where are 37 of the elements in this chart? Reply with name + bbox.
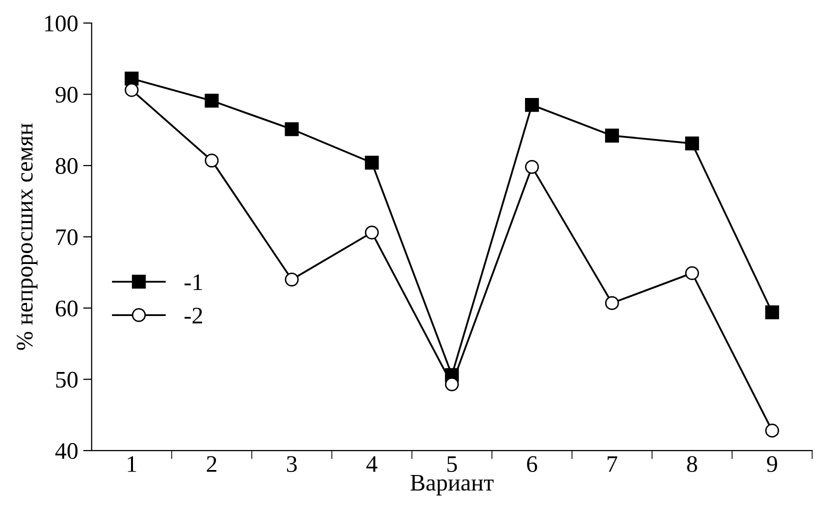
point [284, 272, 299, 286]
x-tick-label: 6 [527, 456, 538, 472]
point [605, 296, 619, 310]
x-tick-label: 4 [366, 456, 378, 472]
x-tick-label: 3 [287, 456, 297, 472]
y-tick-label: 60 [56, 300, 78, 316]
point [124, 72, 139, 86]
x-tick-label: 9 [767, 456, 778, 472]
point [364, 226, 379, 240]
x-tick-label: 8 [687, 456, 698, 472]
x-axis-title: Вариант [410, 474, 494, 496]
y-tick-label: 70 [56, 229, 78, 246]
point [204, 94, 219, 108]
y-tick-label: 100 [45, 16, 78, 32]
point [525, 160, 539, 174]
x-tick-label: 2 [206, 456, 216, 472]
point [525, 98, 539, 112]
x-tick-label: 5 [447, 456, 457, 472]
point [685, 266, 700, 280]
point [364, 156, 379, 170]
point [685, 136, 700, 150]
x-tick-label: 7 [608, 456, 618, 472]
legend-label: -1 [184, 274, 202, 290]
y-tick-label: 40 [55, 443, 78, 459]
y-tick-label: 90 [56, 86, 78, 103]
point [444, 377, 459, 392]
x-tick-label: 1 [128, 456, 136, 472]
y-axis-title: % непроросших семян [16, 123, 38, 350]
y-tick-label: 80 [56, 158, 78, 174]
point [765, 305, 780, 320]
y-tick-label: 50 [56, 372, 78, 388]
point [284, 122, 299, 136]
point [124, 83, 139, 97]
point [605, 128, 619, 143]
point [765, 424, 780, 438]
point [204, 154, 219, 168]
legend-label: -2 [184, 308, 202, 324]
